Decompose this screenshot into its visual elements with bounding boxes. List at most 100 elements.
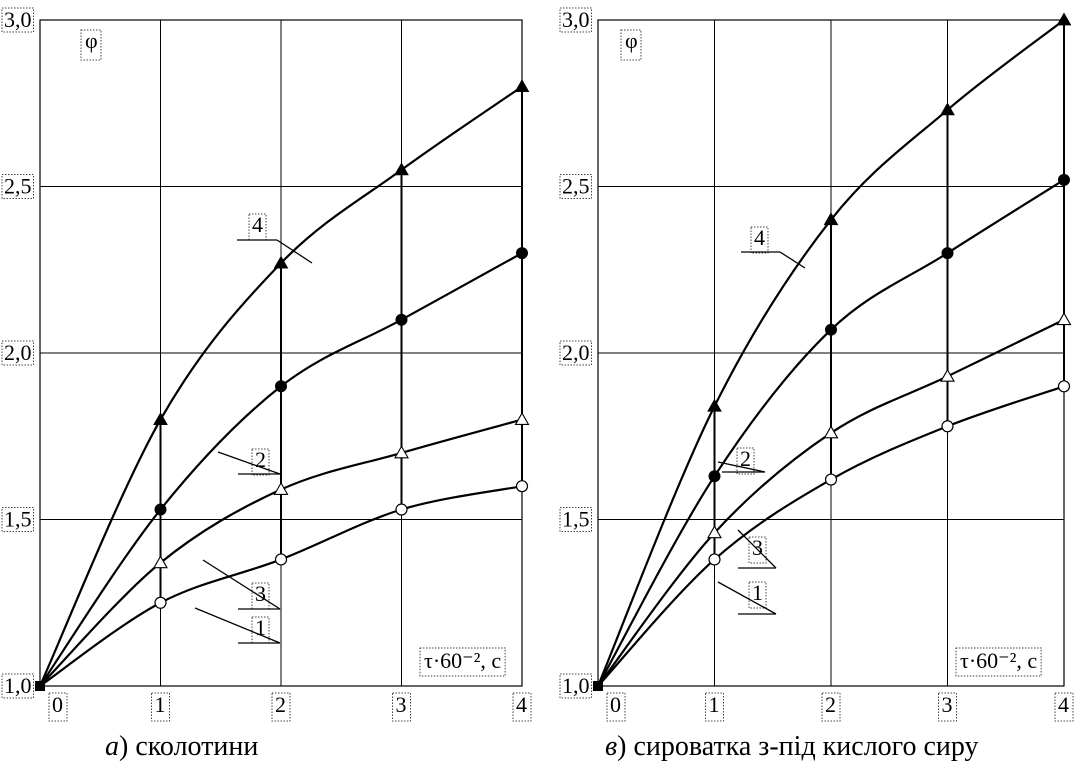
x-tick-label: 1 bbox=[709, 692, 720, 717]
y-tick-box bbox=[559, 340, 592, 366]
y-axis-label-box bbox=[620, 29, 642, 61]
data-point-filled-circle bbox=[275, 380, 287, 393]
y-tick-box bbox=[1, 340, 34, 366]
x-tick-label: 4 bbox=[516, 692, 527, 717]
curve-label: 4 bbox=[754, 225, 765, 250]
y-tick-box bbox=[559, 174, 592, 199]
y-tick-box bbox=[1, 7, 34, 33]
data-point-filled-triangle bbox=[707, 398, 722, 412]
data-point-filled-circle bbox=[825, 323, 837, 336]
y-tick-box bbox=[1, 174, 34, 199]
caption-text: ) сколотини bbox=[119, 731, 258, 762]
x-tick-label: 2 bbox=[825, 692, 836, 717]
x-tick-label: 2 bbox=[275, 692, 286, 717]
x-tick-box bbox=[48, 692, 68, 722]
data-point-open-circle bbox=[1057, 380, 1071, 393]
y-tick-box bbox=[559, 507, 592, 532]
series-1: 1 bbox=[35, 480, 529, 691]
data-point-open-triangle bbox=[514, 411, 530, 426]
series-1: 1 bbox=[593, 380, 1071, 691]
y-tick-box bbox=[559, 673, 592, 699]
data-point-filled-triangle bbox=[1056, 12, 1072, 26]
x-tick-box bbox=[392, 692, 411, 722]
x-axis-label-box bbox=[955, 647, 1042, 677]
x-tick-box bbox=[512, 692, 532, 722]
series-2: 2 bbox=[593, 173, 1070, 691]
x-axis-label: τ·60⁻², с bbox=[960, 648, 1037, 673]
data-point-filled-triangle bbox=[940, 102, 955, 116]
chart-caption: в) сироватка з-під кислого сиру bbox=[605, 731, 979, 762]
y-tick-label: 1,0 bbox=[562, 673, 590, 698]
data-point-filled-triangle bbox=[394, 162, 409, 176]
x-tick-box bbox=[271, 692, 291, 722]
y-tick-label: 2,0 bbox=[562, 340, 590, 365]
origin-point bbox=[35, 681, 45, 691]
data-point-open-circle bbox=[395, 503, 408, 516]
data-point-filled-triangle bbox=[514, 79, 530, 92]
leader-line bbox=[202, 559, 281, 610]
data-point-open-triangle bbox=[823, 425, 839, 439]
y-tick-label: 1,5 bbox=[562, 507, 590, 532]
y-tick-box bbox=[1, 507, 34, 532]
data-point-open-triangle bbox=[394, 445, 409, 459]
series-curve bbox=[39, 252, 523, 687]
x-tick-label: 3 bbox=[396, 692, 407, 717]
data-point-open-circle bbox=[708, 553, 721, 566]
curve-label-box bbox=[748, 536, 767, 564]
y-axis-label: φ bbox=[85, 28, 98, 53]
y-tick-label: 1,5 bbox=[4, 507, 32, 532]
curve-label: 1 bbox=[752, 580, 763, 605]
y-tick-label: 2,5 bbox=[4, 174, 32, 199]
data-point-open-triangle bbox=[1056, 312, 1072, 326]
data-point-open-circle bbox=[941, 420, 954, 433]
data-point-open-triangle bbox=[273, 481, 289, 495]
curve-label: 2 bbox=[255, 447, 266, 472]
leader-line bbox=[779, 251, 806, 269]
x-tick-label: 1 bbox=[155, 692, 166, 717]
leader-line bbox=[737, 529, 777, 569]
y-tick-label: 1,0 bbox=[4, 673, 32, 698]
y-tick-box bbox=[559, 7, 592, 33]
x-tick-box bbox=[151, 692, 170, 722]
y-axis-label: φ bbox=[625, 28, 638, 53]
curve-label-box bbox=[736, 447, 755, 475]
y-tick-label: 3,0 bbox=[562, 7, 590, 32]
origin-point bbox=[593, 681, 603, 691]
curve-label: 1 bbox=[255, 615, 266, 640]
y-tick-box bbox=[1, 673, 34, 699]
x-tick-box bbox=[938, 692, 957, 722]
data-point-open-circle bbox=[274, 553, 288, 566]
curve-label: 4 bbox=[252, 212, 263, 237]
chart-panel-2: 1,0 1,5 2,0 2,5 3,0 0 1 2 3 4 φ τ·60⁻², с 1 2 3 4 в) сир… bbox=[559, 7, 1074, 762]
curve-label: 3 bbox=[255, 581, 266, 606]
curve-label-box bbox=[251, 448, 270, 476]
curve-label: 3 bbox=[752, 535, 763, 560]
leader-line bbox=[276, 239, 313, 264]
y-tick-label: 3,0 bbox=[4, 7, 32, 32]
series-4: 4 bbox=[35, 79, 530, 691]
leader-line bbox=[717, 581, 777, 615]
data-point-filled-triangle bbox=[823, 212, 839, 226]
data-point-open-circle bbox=[824, 473, 838, 486]
series-2: 2 bbox=[35, 247, 528, 691]
x-tick-box bbox=[705, 692, 724, 722]
chart-caption: а) сколотини bbox=[105, 731, 258, 762]
series-4: 4 bbox=[593, 12, 1072, 691]
y-tick-label: 2,5 bbox=[562, 174, 590, 199]
data-point-filled-circle bbox=[708, 470, 721, 483]
data-point-filled-triangle bbox=[153, 412, 168, 425]
curve-label: 2 bbox=[740, 446, 751, 471]
x-tick-box bbox=[821, 692, 841, 722]
leader-line bbox=[194, 607, 281, 644]
data-point-filled-circle bbox=[1058, 173, 1070, 186]
x-axis-label: τ·60⁻², с bbox=[424, 648, 501, 673]
x-tick-label: 3 bbox=[942, 692, 953, 717]
x-tick-box bbox=[1054, 692, 1074, 722]
curve-label-box bbox=[750, 226, 769, 254]
caption-letter: в bbox=[605, 731, 617, 762]
data-point-open-circle bbox=[515, 480, 529, 493]
y-axis-label-box bbox=[80, 29, 102, 61]
y-tick-label: 2,0 bbox=[4, 340, 32, 365]
x-tick-label: 0 bbox=[610, 692, 621, 717]
